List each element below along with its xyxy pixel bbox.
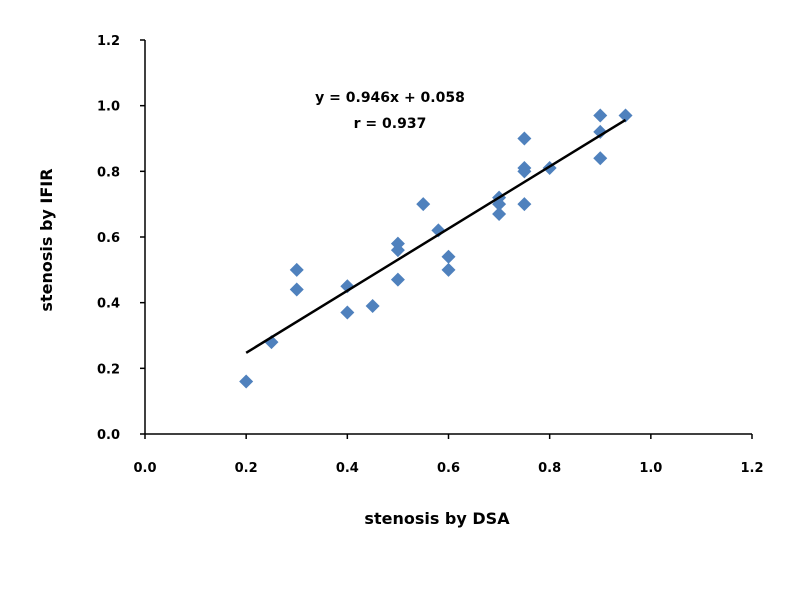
- data-point: [593, 151, 608, 166]
- x-tick-label: 0.6: [437, 461, 460, 476]
- data-point: [593, 108, 608, 123]
- data-point: [416, 197, 431, 212]
- data-point: [441, 249, 456, 264]
- data-point: [365, 298, 380, 313]
- y-tick-label: 0.8: [97, 165, 120, 180]
- y-tick-label: 0.6: [97, 231, 120, 246]
- data-point: [517, 164, 532, 179]
- r-annotation: r = 0.937: [354, 116, 427, 132]
- x-tick-label: 0.8: [538, 461, 561, 476]
- data-point: [239, 374, 254, 389]
- data-point: [517, 131, 532, 146]
- equation-annotation: y = 0.946x + 0.058: [315, 90, 465, 106]
- y-tick-label: 0.4: [97, 297, 120, 312]
- data-point: [593, 124, 608, 139]
- x-tick-label: 0.0: [133, 461, 156, 476]
- trendline: [245, 118, 627, 354]
- data-point: [340, 305, 355, 320]
- data-point: [441, 262, 456, 277]
- x-tick-label: 0.4: [336, 461, 359, 476]
- data-point: [289, 282, 304, 297]
- y-tick-label: 1.2: [97, 34, 120, 49]
- data-point: [517, 197, 532, 212]
- x-tick-label: 1.0: [639, 461, 662, 476]
- x-tick-label: 0.2: [235, 461, 258, 476]
- y-tick-label: 0.0: [97, 428, 120, 443]
- data-point: [492, 207, 507, 222]
- data-point: [618, 108, 633, 123]
- data-point: [289, 262, 304, 277]
- data-point: [390, 272, 405, 287]
- x-axis-label: stenosis by DSA: [364, 509, 510, 528]
- y-axis-label: stenosis by IFIR: [37, 168, 56, 311]
- y-tick-label: 1.0: [97, 100, 120, 115]
- data-point: [390, 243, 405, 258]
- y-tick-label: 0.2: [97, 362, 120, 377]
- x-tick-label: 1.2: [740, 461, 763, 476]
